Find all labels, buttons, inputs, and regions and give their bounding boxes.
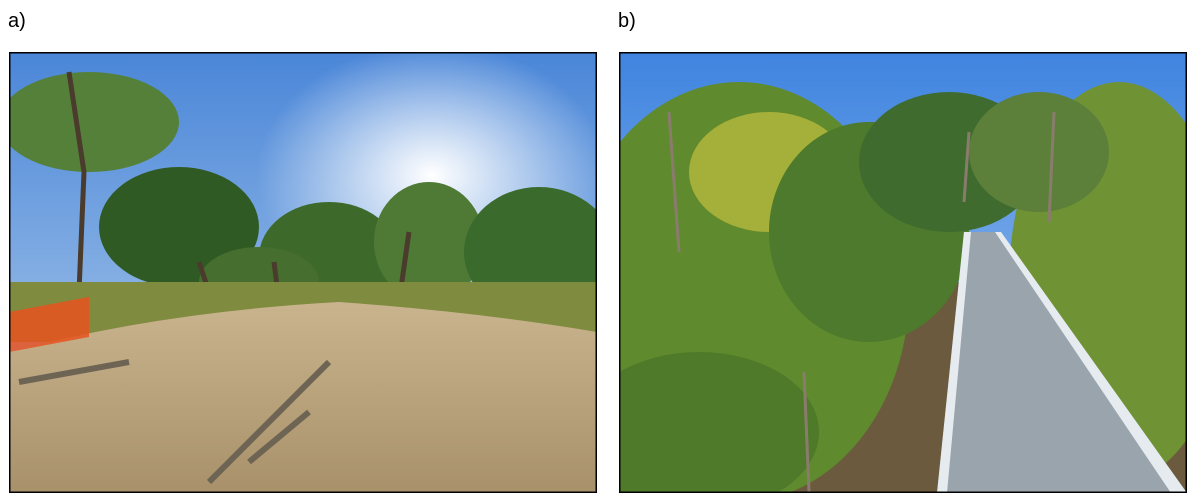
photo-b (619, 52, 1187, 493)
figure: a) b) (0, 0, 1187, 493)
panel-label: a) (8, 10, 26, 33)
panel-label: b) (618, 10, 636, 33)
photo-a (9, 52, 597, 493)
